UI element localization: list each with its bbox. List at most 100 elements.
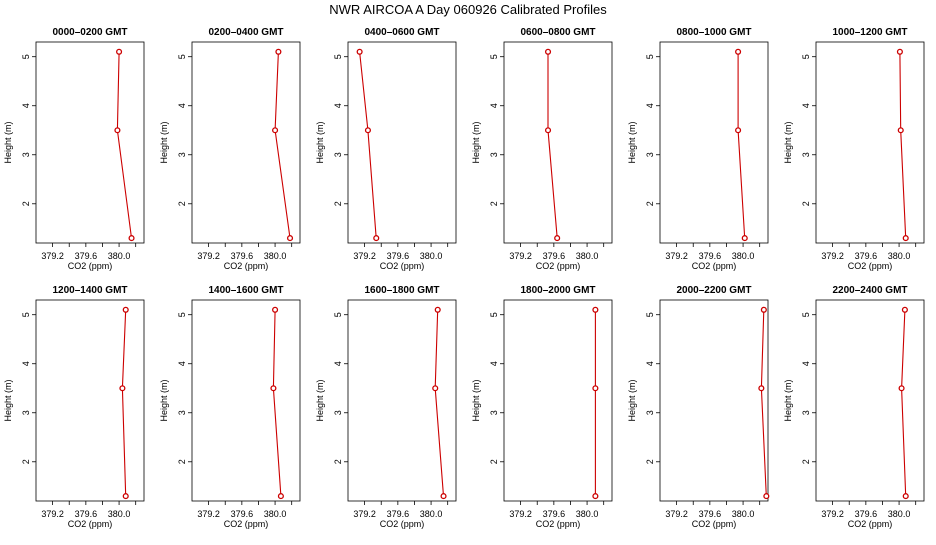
- y-tick-label: 4: [645, 103, 655, 108]
- x-tick-label: 379.6: [699, 251, 722, 261]
- x-axis-label: CO2 (ppm): [692, 519, 737, 529]
- data-point: [364, 127, 371, 134]
- y-tick-label: 2: [21, 201, 31, 206]
- panel-title: 1400–1600 GMT: [208, 285, 283, 296]
- panel-title: 0600–0800 GMT: [520, 27, 595, 38]
- x-tick-label: 379.6: [543, 509, 566, 519]
- y-axis-label: Height (m): [315, 121, 325, 163]
- y-tick-label: 2: [333, 459, 343, 464]
- y-tick-label: 4: [21, 361, 31, 366]
- panel-title: 0400–0600 GMT: [364, 27, 439, 38]
- x-tick-label: 379.2: [821, 509, 844, 519]
- x-tick-label: 379.2: [41, 251, 64, 261]
- y-tick-label: 3: [21, 152, 31, 157]
- data-point: [440, 493, 447, 500]
- y-tick-label: 5: [801, 54, 811, 59]
- plot-frame: [35, 299, 145, 502]
- x-tick-label: 380.0: [888, 509, 911, 519]
- y-tick-label: 4: [645, 361, 655, 366]
- y-tick-label: 5: [489, 54, 499, 59]
- y-tick-label: 2: [645, 459, 655, 464]
- y-tick-label: 4: [21, 103, 31, 108]
- panel-title: 2000–2200 GMT: [676, 285, 751, 296]
- y-tick-label: 5: [21, 54, 31, 59]
- panel-10: 1800–2000 GMT 379.2 379.6 380.0 2 3 4 5 CO2 (ppm…: [471, 285, 613, 529]
- y-tick-label: 3: [333, 152, 343, 157]
- data-point: [592, 493, 599, 500]
- profile-line: [901, 309, 907, 497]
- x-tick-label: 379.6: [543, 251, 566, 261]
- data-point: [592, 385, 599, 392]
- x-tick-label: 379.2: [353, 251, 376, 261]
- x-tick-label: 379.6: [231, 509, 254, 519]
- x-tick-label: 379.2: [197, 509, 220, 519]
- data-point: [897, 127, 904, 134]
- panel-7: 1200–1400 GMT 379.2 379.6 380.0 2 3 4 5 CO2 (ppm…: [3, 285, 145, 529]
- data-point: [119, 385, 126, 392]
- y-tick-label: 4: [801, 103, 811, 108]
- profile-line: [274, 51, 291, 239]
- plot-frame: [815, 299, 925, 502]
- panel-9: 1600–1800 GMT 379.2 379.6 380.0 2 3 4 5 CO2 (ppm…: [315, 285, 457, 529]
- y-tick-label: 3: [489, 410, 499, 415]
- x-tick-label: 380.0: [420, 509, 443, 519]
- y-tick-label: 2: [645, 201, 655, 206]
- y-axis-label: Height (m): [627, 379, 637, 421]
- data-point: [116, 48, 123, 55]
- y-tick-label: 4: [801, 361, 811, 366]
- panel-5: 0800–1000 GMT 379.2 379.6 380.0 2 3 4 5 CO2 (ppm…: [627, 27, 769, 271]
- panel-11: 2000–2200 GMT 379.2 379.6 380.0 2 3 4 5 CO2 (ppm…: [627, 285, 770, 529]
- profile-line: [737, 51, 746, 239]
- panel-2: 0200–0400 GMT 379.2 379.6 380.0 2 3 4 5 CO2 (ppm…: [159, 27, 301, 271]
- x-tick-label: 379.2: [353, 509, 376, 519]
- x-tick-label: 379.2: [41, 509, 64, 519]
- data-point: [286, 235, 294, 242]
- y-tick-label: 3: [645, 410, 655, 415]
- y-tick-label: 3: [489, 152, 499, 157]
- y-tick-label: 4: [489, 103, 499, 108]
- y-tick-label: 4: [489, 361, 499, 366]
- panel-1: 0000–0200 GMT 379.2 379.6 380.0 2 3 4 5 CO2 (ppm…: [3, 27, 145, 271]
- data-point: [544, 48, 552, 55]
- data-point: [758, 385, 765, 392]
- data-point: [122, 493, 129, 500]
- plot-frame: [191, 299, 301, 502]
- data-point: [741, 235, 748, 242]
- y-tick-label: 2: [801, 201, 811, 206]
- x-tick-label: 379.2: [821, 251, 844, 261]
- data-point: [114, 127, 121, 134]
- profile-line: [272, 309, 282, 497]
- y-axis-label: Height (m): [159, 379, 169, 421]
- panel-4: 0600–0800 GMT 379.2 379.6 380.0 2 3 4 5 CO2 (ppm…: [471, 27, 613, 271]
- y-tick-label: 5: [645, 54, 655, 59]
- x-tick-label: 379.6: [75, 509, 98, 519]
- x-axis-label: CO2 (ppm): [380, 261, 425, 271]
- panel-title: 1600–1800 GMT: [364, 285, 439, 296]
- x-tick-label: 379.6: [855, 509, 878, 519]
- plot-frame: [347, 299, 457, 502]
- y-tick-label: 3: [177, 152, 187, 157]
- x-tick-label: 380.0: [264, 251, 287, 261]
- data-point: [277, 493, 284, 500]
- panel-3: 0400–0600 GMT 379.2 379.6 380.0 2 3 4 5 CO2 (ppm…: [315, 27, 457, 271]
- y-tick-label: 3: [801, 410, 811, 415]
- y-axis-label: Height (m): [315, 379, 325, 421]
- data-point: [432, 385, 439, 392]
- x-tick-label: 379.6: [75, 251, 98, 261]
- x-tick-label: 379.2: [197, 251, 220, 261]
- data-point: [763, 493, 770, 500]
- panel-title: 0000–0200 GMT: [52, 27, 127, 38]
- y-axis-label: Height (m): [3, 121, 13, 163]
- x-tick-label: 379.6: [855, 251, 878, 261]
- y-tick-label: 2: [177, 201, 187, 206]
- y-tick-label: 4: [177, 103, 187, 108]
- x-tick-label: 379.6: [699, 509, 722, 519]
- x-axis-label: CO2 (ppm): [848, 261, 893, 271]
- y-axis-label: Height (m): [471, 379, 481, 421]
- y-tick-label: 5: [333, 312, 343, 317]
- y-tick-label: 5: [21, 312, 31, 317]
- plot-frame: [191, 41, 301, 244]
- profile-line: [547, 51, 558, 239]
- x-axis-label: CO2 (ppm): [224, 519, 269, 529]
